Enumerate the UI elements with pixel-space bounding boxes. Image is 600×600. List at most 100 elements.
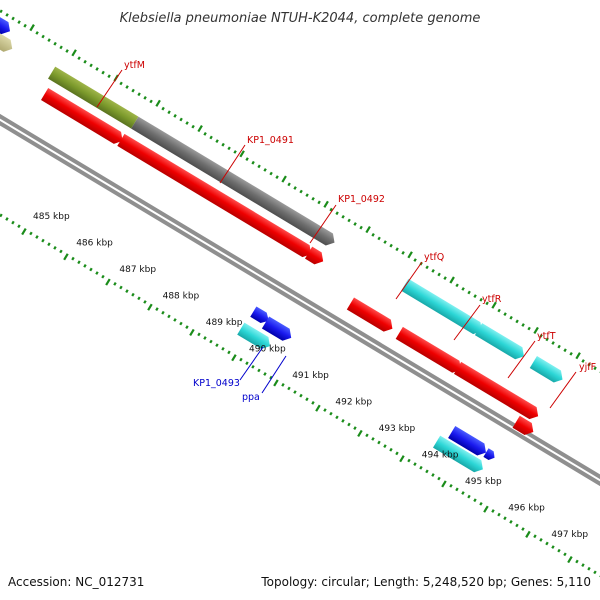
gene-feature-red-1[interactable] — [40, 88, 126, 147]
inner-tick — [173, 318, 177, 322]
outer-tick — [89, 63, 93, 68]
callout-KP1_0492 — [309, 204, 337, 244]
backbone-line-lower — [0, 84, 600, 521]
inner-tick — [209, 339, 213, 344]
inner-tick — [581, 563, 585, 567]
tick-label: 497 kbp — [551, 530, 588, 540]
outer-tick — [131, 88, 135, 93]
inner-tick — [503, 516, 507, 521]
inner-tick — [377, 440, 381, 445]
gene-feature-ytfQ[interactable] — [401, 278, 485, 337]
inner-tick — [467, 494, 471, 499]
inner-tick — [347, 422, 351, 427]
inner-tick — [315, 404, 321, 412]
gene-feature-blue-right-small[interactable] — [483, 448, 497, 462]
inner-tick — [179, 321, 183, 326]
gene-feature-blue-right[interactable] — [448, 425, 489, 459]
outer-tick — [41, 34, 45, 39]
outer-tick — [263, 168, 267, 172]
inner-tick — [461, 491, 465, 495]
inner-tick — [455, 487, 459, 492]
inner-tick — [257, 368, 261, 373]
gene-feature-ytfM[interactable] — [48, 66, 139, 129]
outer-tick — [569, 351, 573, 356]
inner-tick — [47, 242, 51, 247]
gene-label-ytfQ[interactable]: ytfQ — [424, 252, 444, 263]
inner-tick — [137, 296, 141, 301]
gene-feature-ppa[interactable] — [237, 322, 273, 353]
inner-tick — [305, 397, 309, 402]
gene-feature-red-yjfF[interactable] — [491, 384, 542, 423]
gene-label-ytfM[interactable]: ytfM — [124, 60, 145, 71]
outer-tick — [449, 276, 455, 284]
outer-tick — [185, 121, 189, 125]
gene-label-ppa[interactable]: ppa — [242, 392, 260, 403]
inner-tick — [323, 408, 327, 412]
gene-feature-red-ytfR[interactable] — [395, 326, 465, 376]
inner-tick — [395, 451, 399, 456]
inner-tick — [77, 260, 81, 265]
outer-tick — [299, 189, 303, 194]
outer-tick — [275, 175, 279, 180]
gene-feature-blue-left[interactable] — [0, 9, 14, 37]
tick-label: 489 kbp — [206, 318, 243, 328]
gene-label-yjfF[interactable]: yjfF — [579, 362, 596, 373]
gene-feature-tan-left[interactable] — [0, 25, 16, 55]
outer-tick — [29, 24, 35, 32]
inner-tick — [479, 501, 483, 506]
inner-tick — [335, 415, 339, 420]
gene-feature-red-ytfQ[interactable] — [346, 297, 396, 334]
gene-feature-blue-mid[interactable] — [261, 316, 295, 343]
outer-tick — [515, 319, 519, 324]
inner-tick — [221, 346, 225, 351]
outer-tick — [167, 110, 171, 115]
accession-text: Accession: NC_012731 — [8, 575, 144, 589]
inner-tick — [251, 364, 255, 369]
outer-tick — [443, 276, 447, 280]
callout-KP1_0493 — [239, 346, 264, 381]
gene-feature-ytfR[interactable] — [474, 323, 528, 362]
outer-tick — [149, 99, 153, 104]
outer-tick — [125, 85, 129, 89]
gene-label-KP1_0492[interactable]: KP1_0492 — [338, 194, 385, 205]
inner-tick — [59, 249, 63, 254]
gene-label-ytfR[interactable]: ytfR — [482, 294, 502, 305]
outer-tick — [239, 150, 245, 158]
inner-tick — [509, 519, 513, 524]
inner-tick — [557, 548, 561, 553]
gene-label-KP1_0493[interactable]: KP1_0493 — [193, 378, 240, 389]
gene-label-ytfT[interactable]: ytfT — [537, 331, 556, 342]
callout-yjfF — [549, 371, 577, 409]
outer-tick — [179, 117, 183, 122]
outer-tick — [461, 287, 465, 291]
gene-feature-KP1_0492-red[interactable] — [304, 246, 327, 268]
outer-tick — [77, 56, 81, 61]
gene-feature-KP1_0493-small[interactable] — [250, 306, 272, 326]
gene-feature-KP1_0491-red[interactable] — [117, 133, 315, 260]
inner-tick — [35, 235, 39, 239]
outer-tick — [101, 70, 105, 75]
inner-tick — [371, 437, 375, 441]
gene-feature-KP1_0491-grey[interactable] — [131, 116, 338, 249]
outer-tick — [227, 146, 231, 151]
outer-tick — [521, 323, 525, 327]
outer-tick — [35, 31, 39, 35]
outer-tick — [503, 312, 507, 317]
gene-feature-red-right[interactable] — [512, 415, 537, 438]
gene-feature-red-ytfT[interactable] — [453, 361, 504, 400]
outer-tick — [371, 232, 375, 237]
outer-tick — [593, 366, 597, 371]
gene-feature-ytfT-cyan[interactable] — [529, 356, 566, 386]
inner-tick — [125, 289, 129, 293]
inner-tick — [293, 390, 297, 394]
inner-tick — [263, 372, 267, 376]
tick-label: 490 kbp — [249, 345, 286, 355]
gene-label-group: ytfM KP1_0491 KP1_0492 ytfQ ytfR ytfT yj… — [124, 60, 596, 403]
outer-tick — [53, 41, 57, 46]
inner-tick — [53, 245, 57, 250]
gene-label-KP1_0491[interactable]: KP1_0491 — [247, 135, 294, 146]
inner-tick — [273, 379, 279, 387]
gene-feature-cyan-right[interactable] — [432, 435, 486, 476]
outer-tick — [359, 225, 363, 230]
outer-tick — [11, 16, 15, 21]
